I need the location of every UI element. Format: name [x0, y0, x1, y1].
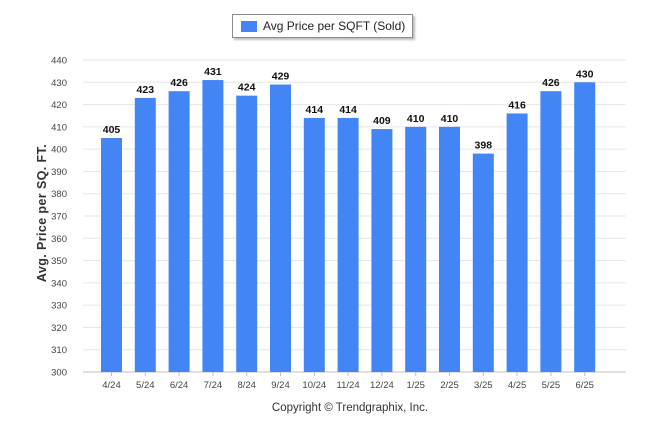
data-label: 430: [576, 68, 594, 80]
data-label: 431: [204, 66, 222, 78]
data-label: 426: [542, 77, 560, 89]
y-tick-label: 360: [51, 234, 67, 245]
x-tick-label: 7/24: [204, 380, 223, 391]
x-tick-label: 11/24: [337, 380, 360, 391]
data-label: 409: [373, 115, 391, 127]
bar: [405, 126, 427, 372]
bar: [574, 82, 596, 373]
data-label: 410: [441, 113, 459, 125]
data-label: 410: [407, 113, 425, 125]
data-label: 426: [170, 77, 188, 89]
x-tick-label: 8/24: [237, 380, 256, 391]
bar: [236, 95, 258, 373]
bar: [439, 126, 460, 372]
bar: [168, 91, 190, 372]
x-tick-label: 2/25: [440, 380, 459, 391]
y-tick-label: 380: [51, 189, 67, 200]
y-tick-label: 320: [51, 323, 67, 334]
data-label: 429: [272, 71, 290, 83]
bar: [101, 138, 122, 372]
data-label: 414: [306, 104, 324, 116]
data-label: 424: [238, 82, 256, 94]
y-tick-label: 440: [51, 56, 67, 67]
bar: [472, 153, 494, 372]
bar: [270, 84, 291, 372]
y-tick-label: 350: [51, 256, 67, 267]
legend: Avg Price per SQFT (Sold): [232, 14, 413, 38]
data-label: 416: [508, 99, 526, 111]
bar: [371, 129, 393, 372]
y-axis-label: Avg. Price per SQ. FT.: [35, 143, 49, 283]
y-tick-label: 420: [51, 100, 67, 111]
x-tick-label: 12/24: [370, 380, 394, 391]
legend-label: Avg Price per SQFT (Sold): [263, 19, 406, 33]
bar: [134, 97, 156, 372]
legend-swatch: [241, 21, 257, 32]
y-tick-label: 310: [51, 345, 67, 356]
x-tick-label: 6/25: [575, 380, 594, 391]
y-tick-label: 410: [51, 122, 67, 133]
bar: [202, 80, 224, 373]
bar: [506, 113, 528, 372]
y-tick-label: 340: [51, 278, 67, 289]
y-tick-label: 400: [51, 145, 67, 156]
data-label: 405: [103, 124, 121, 136]
bar: [337, 117, 359, 372]
bar: [540, 91, 562, 372]
bar: [303, 117, 325, 372]
x-tick-label: 5/24: [136, 380, 155, 391]
data-label: 398: [475, 140, 493, 152]
y-tick-label: 390: [51, 167, 67, 178]
x-tick-label: 5/25: [542, 380, 561, 391]
x-tick-label: 6/24: [170, 380, 189, 391]
copyright-footer: Copyright © Trendgraphix, Inc.: [271, 402, 429, 414]
y-tick-label: 300: [51, 368, 67, 379]
y-tick-label: 430: [51, 78, 67, 89]
y-tick-label: 370: [51, 212, 67, 223]
x-tick-label: 1/25: [406, 380, 425, 391]
x-tick-label: 4/25: [508, 380, 527, 391]
data-label: 414: [339, 104, 357, 116]
data-label: 423: [137, 84, 155, 96]
y-tick-label: 330: [51, 301, 67, 312]
x-tick-label: 10/24: [302, 380, 326, 391]
x-tick-label: 9/24: [271, 380, 290, 391]
x-tick-label: 3/25: [474, 380, 493, 391]
x-tick-label: 4/24: [102, 380, 121, 391]
